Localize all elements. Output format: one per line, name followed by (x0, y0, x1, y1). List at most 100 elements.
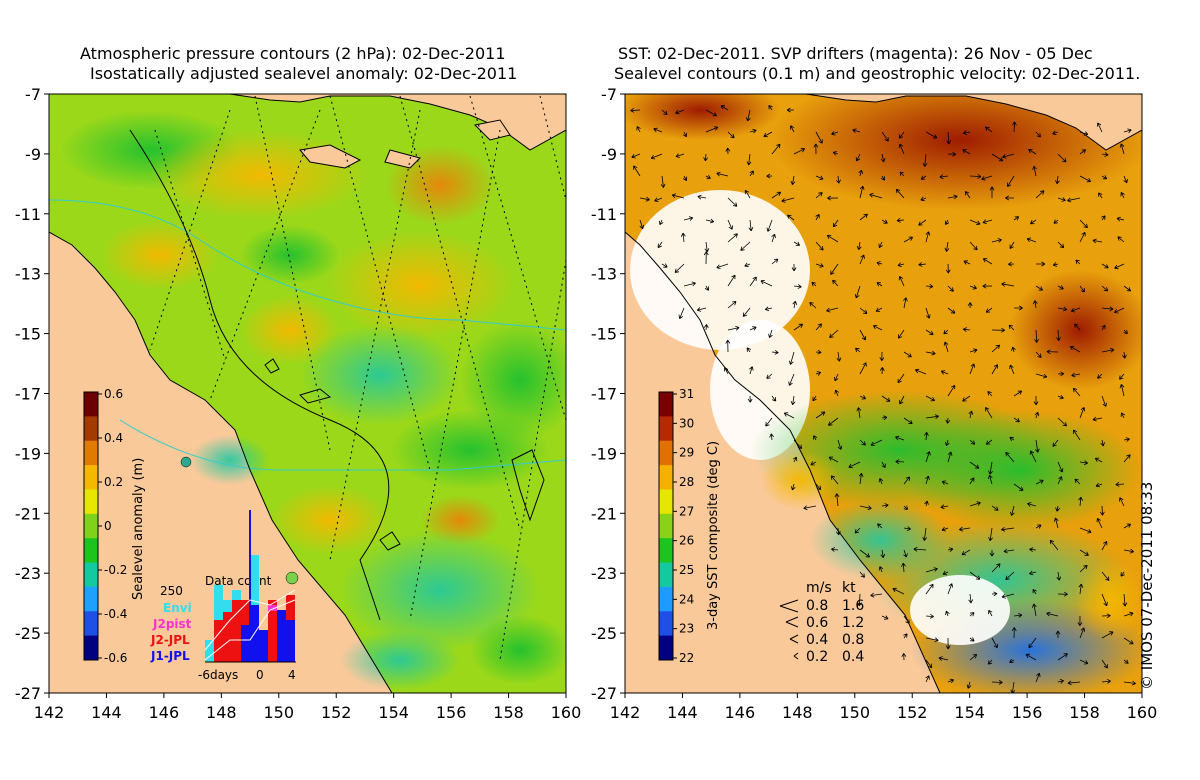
velocity-arrow (899, 171, 905, 177)
velocity-arrow (1119, 497, 1125, 507)
velocity-arrow (982, 219, 993, 224)
velocity-arrow (1101, 152, 1109, 157)
velocity-arrow (856, 241, 862, 250)
velocity-arrow (1029, 547, 1037, 553)
velocity-arrow (925, 567, 938, 573)
velocity-arrow (920, 196, 927, 202)
right-colorbar-tick-label: 24 (679, 592, 694, 606)
velocity-arrow (1008, 324, 1015, 331)
velocity-arrow (657, 241, 663, 249)
velocity-arrow (1101, 324, 1106, 331)
velocity-arrow (1005, 451, 1015, 463)
velocity-arrow (815, 192, 823, 199)
velocity-arrow (925, 659, 933, 669)
velocity-arrow (968, 593, 974, 604)
velocity-arrow (1057, 461, 1064, 473)
velocity-arrow (1067, 680, 1081, 686)
velocity-arrow (1046, 349, 1059, 355)
velocity-arrow (1101, 175, 1108, 180)
velocity-arrow (1035, 285, 1043, 291)
velocity-arrow (878, 241, 883, 249)
right-colorbar-band (659, 465, 673, 490)
velocity-arrow (1011, 121, 1017, 133)
velocity-arrow (682, 175, 688, 181)
velocity-arrow (1075, 259, 1081, 265)
data-count-ymax: 250 (160, 584, 183, 598)
legend-j1-jpl: J1-JPL (150, 649, 190, 663)
velocity-arrow (832, 151, 839, 156)
data-count-xlabel-start: -6days (198, 668, 238, 682)
velocity-arrow (1079, 149, 1087, 155)
velocity-arrow (1079, 175, 1092, 183)
velocity-arrow (786, 107, 795, 113)
right-map (625, 94, 1142, 693)
velocity-arrow (1046, 611, 1059, 617)
velocity-arrow (1101, 659, 1108, 669)
right-x-tick-label: 146 (725, 703, 756, 722)
velocity-arrow (1001, 593, 1015, 599)
velocity-arrow (901, 562, 906, 573)
velocity-arrow (1073, 429, 1081, 441)
left-x-tick-label: 150 (264, 703, 295, 722)
velocity-arrow (815, 263, 824, 268)
velocity-arrow (1074, 323, 1081, 331)
velocity-arrow (1056, 571, 1062, 581)
velocity-row-2-kt: 1.2 (842, 615, 864, 631)
velocity-arrow (771, 143, 781, 155)
velocity-arrow (815, 323, 822, 331)
velocity-arrow (856, 407, 862, 419)
data-count-bars (204, 510, 296, 663)
velocity-arrow (989, 550, 995, 557)
velocity-arrow (947, 307, 956, 314)
velocity-row-4-ms: 0.2 (806, 649, 828, 665)
velocity-arrow (895, 435, 905, 441)
velocity-arrow (705, 218, 715, 224)
velocity-arrow (1013, 216, 1020, 221)
velocity-arrow (831, 130, 839, 136)
velocity-arrow (766, 373, 773, 379)
velocity-arrow (787, 214, 795, 221)
velocity-arrow (1094, 457, 1103, 463)
velocity-arrow (925, 414, 939, 420)
velocity-arrow (793, 284, 802, 289)
left-title-line2: Isostatically adjusted sealevel anomaly:… (90, 64, 518, 83)
velocity-arrow (830, 263, 839, 275)
velocity-arrow (633, 165, 641, 177)
velocity-arrow (925, 283, 934, 289)
left-colorbar-band (84, 465, 98, 490)
velocity-arrow (705, 126, 719, 133)
velocity-arrow (1123, 523, 1132, 529)
left-x-tick-label: 160 (551, 703, 582, 722)
velocity-arrow (1057, 306, 1068, 312)
velocity-arrow (650, 153, 663, 160)
velocity-arrow (859, 362, 867, 375)
velocity-arrow (661, 109, 668, 115)
velocity-arrow (988, 461, 993, 475)
velocity-arrow (659, 219, 664, 226)
right-title-line1: SST: 02-Dec-2011. SVP drifters (magenta)… (618, 44, 1093, 63)
velocity-arrow (969, 241, 978, 251)
velocity-arrow (941, 480, 949, 485)
right-colorbar-band (659, 635, 673, 661)
velocity-arrow (988, 527, 993, 542)
velocity-arrow (1069, 346, 1081, 353)
left-y-tick-label: -11 (15, 205, 41, 224)
left-x-tick-label: 154 (378, 703, 409, 722)
left-x-tick-label: 146 (149, 703, 180, 722)
velocity-arrow (925, 350, 936, 356)
velocity-arrow (727, 301, 737, 309)
velocity-arrow (969, 654, 978, 661)
velocity-arrow (855, 153, 861, 162)
velocity-arrow (1119, 373, 1125, 380)
velocity-arrow (925, 131, 938, 139)
left-y-tick-label: -27 (15, 684, 41, 703)
velocity-arrow (859, 213, 868, 221)
velocity-arrow (982, 258, 993, 265)
velocity-arrow (683, 216, 694, 221)
left-x-tick-label: 152 (321, 703, 352, 722)
velocity-arrow (945, 637, 951, 650)
velocity-arrow (923, 431, 929, 441)
velocity-arrow (925, 329, 934, 336)
velocity-arrow (1092, 416, 1103, 422)
left-y-tick-label: -13 (15, 265, 41, 284)
